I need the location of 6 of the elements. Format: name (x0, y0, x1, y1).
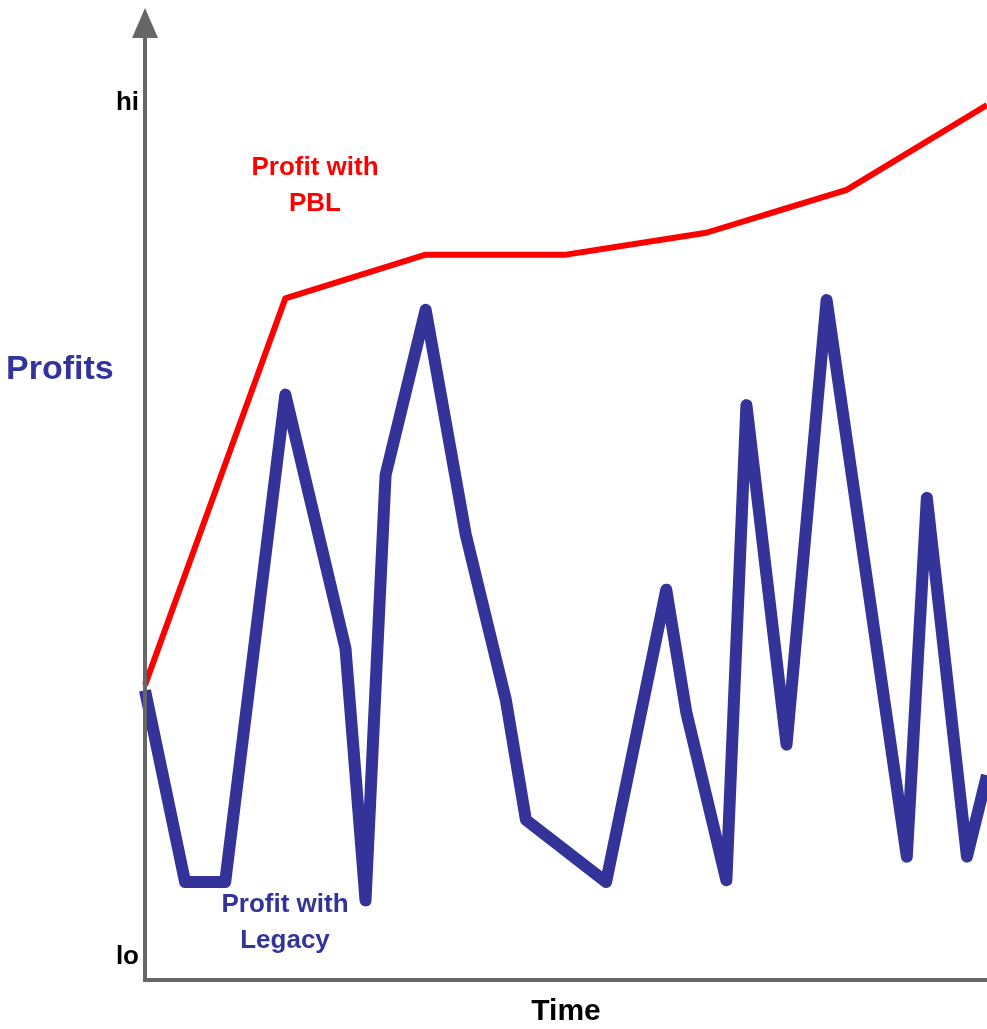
series-label: Profit with Legacy (221, 888, 349, 955)
series-label: Profit with PBL (251, 151, 379, 218)
y-axis-title: Profits (6, 348, 114, 387)
text: hi (115, 86, 139, 117)
x-axis-title: Time (531, 993, 601, 1027)
text: lo (115, 940, 139, 971)
